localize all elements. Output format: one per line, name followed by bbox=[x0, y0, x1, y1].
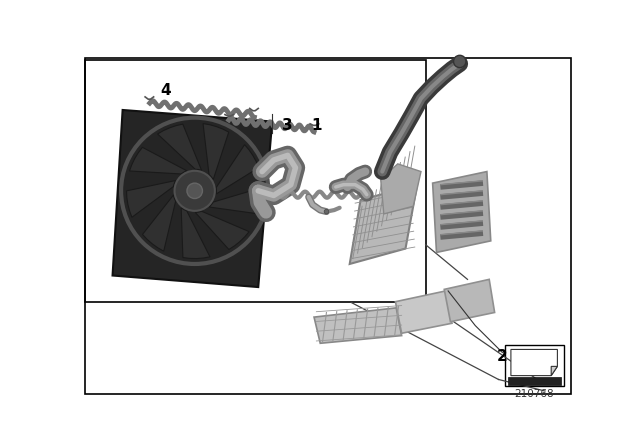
Polygon shape bbox=[381, 164, 421, 214]
Circle shape bbox=[454, 55, 466, 68]
Polygon shape bbox=[511, 349, 557, 375]
Polygon shape bbox=[157, 124, 202, 170]
Polygon shape bbox=[551, 366, 557, 375]
Circle shape bbox=[324, 209, 329, 214]
Polygon shape bbox=[314, 308, 402, 343]
Polygon shape bbox=[129, 147, 187, 174]
Bar bbox=[505, 345, 564, 386]
Text: 2: 2 bbox=[497, 349, 508, 364]
Circle shape bbox=[175, 171, 215, 211]
Polygon shape bbox=[216, 145, 259, 194]
Polygon shape bbox=[444, 280, 495, 322]
Text: 1: 1 bbox=[311, 118, 322, 133]
Bar bbox=[84, 60, 426, 302]
Polygon shape bbox=[127, 181, 175, 217]
Circle shape bbox=[121, 118, 268, 264]
Circle shape bbox=[187, 183, 202, 198]
Polygon shape bbox=[143, 195, 175, 251]
Text: 4: 4 bbox=[160, 83, 171, 98]
Polygon shape bbox=[195, 211, 249, 250]
Polygon shape bbox=[203, 124, 228, 180]
Polygon shape bbox=[433, 172, 491, 252]
Text: 3: 3 bbox=[282, 118, 293, 133]
Polygon shape bbox=[396, 291, 452, 333]
Polygon shape bbox=[113, 110, 272, 287]
Polygon shape bbox=[181, 208, 210, 258]
Polygon shape bbox=[508, 377, 561, 385]
Text: 210768: 210768 bbox=[515, 389, 554, 400]
Polygon shape bbox=[349, 185, 417, 264]
Polygon shape bbox=[209, 187, 263, 214]
